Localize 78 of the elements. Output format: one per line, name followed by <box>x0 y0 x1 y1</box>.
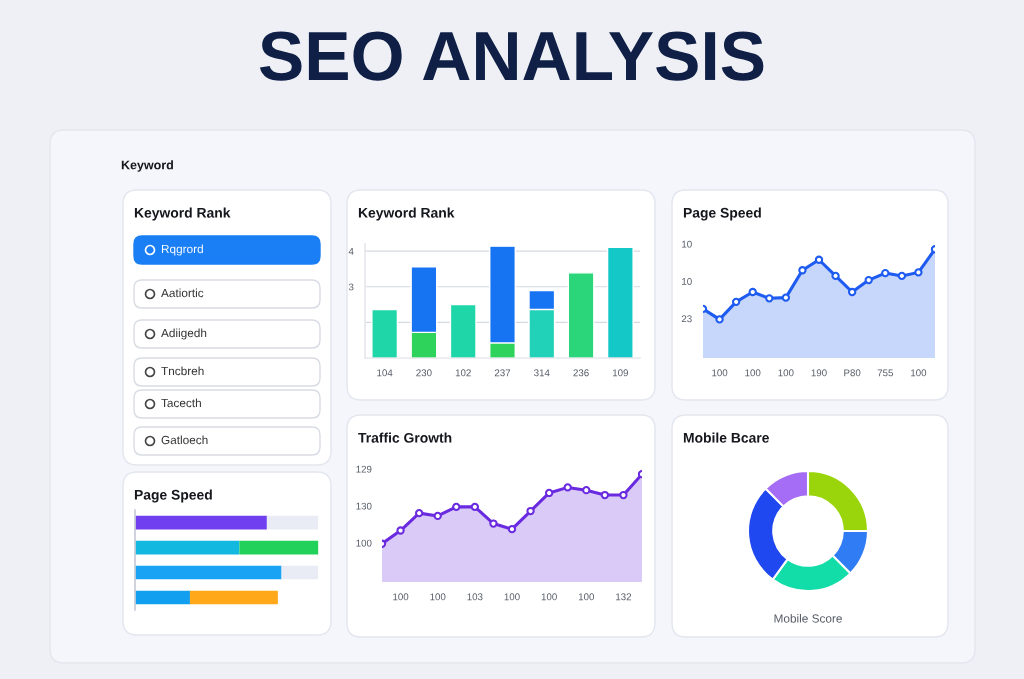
chart-title: Page Speed <box>683 207 761 221</box>
point <box>715 315 724 324</box>
point <box>563 483 572 492</box>
point <box>897 271 907 281</box>
text: Gatloech <box>161 435 208 445</box>
point <box>765 294 774 303</box>
x-tick-label: 100 <box>504 593 520 601</box>
y-tick-label: 3 <box>348 283 354 291</box>
point <box>470 502 480 512</box>
text: Rqgrord <box>161 244 203 256</box>
point <box>748 287 757 297</box>
point <box>847 287 857 297</box>
point <box>881 268 890 278</box>
point <box>414 508 424 518</box>
x-tick-label: 103 <box>467 593 483 601</box>
text: 100 <box>356 539 372 547</box>
text: 130 <box>356 502 372 510</box>
bar <box>135 565 282 580</box>
bar <box>135 515 267 530</box>
point <box>831 271 840 281</box>
text: Adiigedh <box>161 328 207 340</box>
x-tick-label: 102 <box>455 369 471 377</box>
text: 23 <box>681 315 692 323</box>
text: 10 <box>682 278 692 285</box>
text: 129 <box>356 465 372 473</box>
x-tick-label: 104 <box>377 369 393 377</box>
y-tick-label: 4 <box>348 247 354 255</box>
x-tick-label: 100 <box>911 369 927 377</box>
x-tick-label: P80 <box>844 369 861 377</box>
point <box>526 506 535 516</box>
chart-title: Keyword Rank <box>358 207 455 221</box>
x-tick-label: 100 <box>745 369 761 377</box>
x-tick-label: 100 <box>430 593 446 601</box>
text: Mobile Score <box>774 614 842 623</box>
x-tick-label: 100 <box>778 369 794 377</box>
point <box>600 490 610 500</box>
point <box>798 266 807 275</box>
text: Keyword Rank <box>134 207 231 221</box>
point <box>433 511 442 521</box>
text: Tacecth <box>161 398 201 408</box>
x-tick-label: 132 <box>616 593 632 601</box>
text: Aatiortic <box>161 288 204 298</box>
point <box>814 255 824 264</box>
chart-title: Mobile Bcare <box>683 432 769 443</box>
x-tick-label: 230 <box>416 369 432 377</box>
x-tick-label: 100 <box>712 369 728 377</box>
text: Keyword <box>121 160 173 172</box>
chart-title: Page Speed <box>134 489 212 503</box>
chart-title: Traffic Growth <box>358 432 452 443</box>
point <box>864 275 873 285</box>
point <box>731 297 741 307</box>
x-tick-label: 100 <box>578 593 595 601</box>
point <box>582 486 591 495</box>
bar <box>189 590 278 605</box>
text: 10 <box>682 240 692 248</box>
bar <box>281 565 319 580</box>
x-tick-label: 314 <box>534 369 550 377</box>
point <box>452 502 461 512</box>
point <box>619 490 628 500</box>
text: Tncbreh <box>161 366 204 376</box>
x-tick-label: 109 <box>612 369 629 377</box>
bar <box>135 540 240 555</box>
point <box>396 526 405 535</box>
point <box>914 268 923 277</box>
bar <box>266 515 319 530</box>
text: SEO ANALYSIS <box>259 31 764 81</box>
bar <box>239 540 319 555</box>
x-tick-label: 100 <box>393 593 409 601</box>
point <box>781 293 791 302</box>
x-tick-label: 237 <box>494 369 511 377</box>
point <box>507 524 517 534</box>
x-tick-label: 755 <box>877 369 893 377</box>
x-tick-label: 190 <box>811 369 827 377</box>
point <box>489 519 498 528</box>
bar <box>135 590 190 605</box>
x-tick-label: 100 <box>541 593 557 601</box>
point <box>544 488 554 498</box>
x-tick-label: 236 <box>573 369 589 377</box>
